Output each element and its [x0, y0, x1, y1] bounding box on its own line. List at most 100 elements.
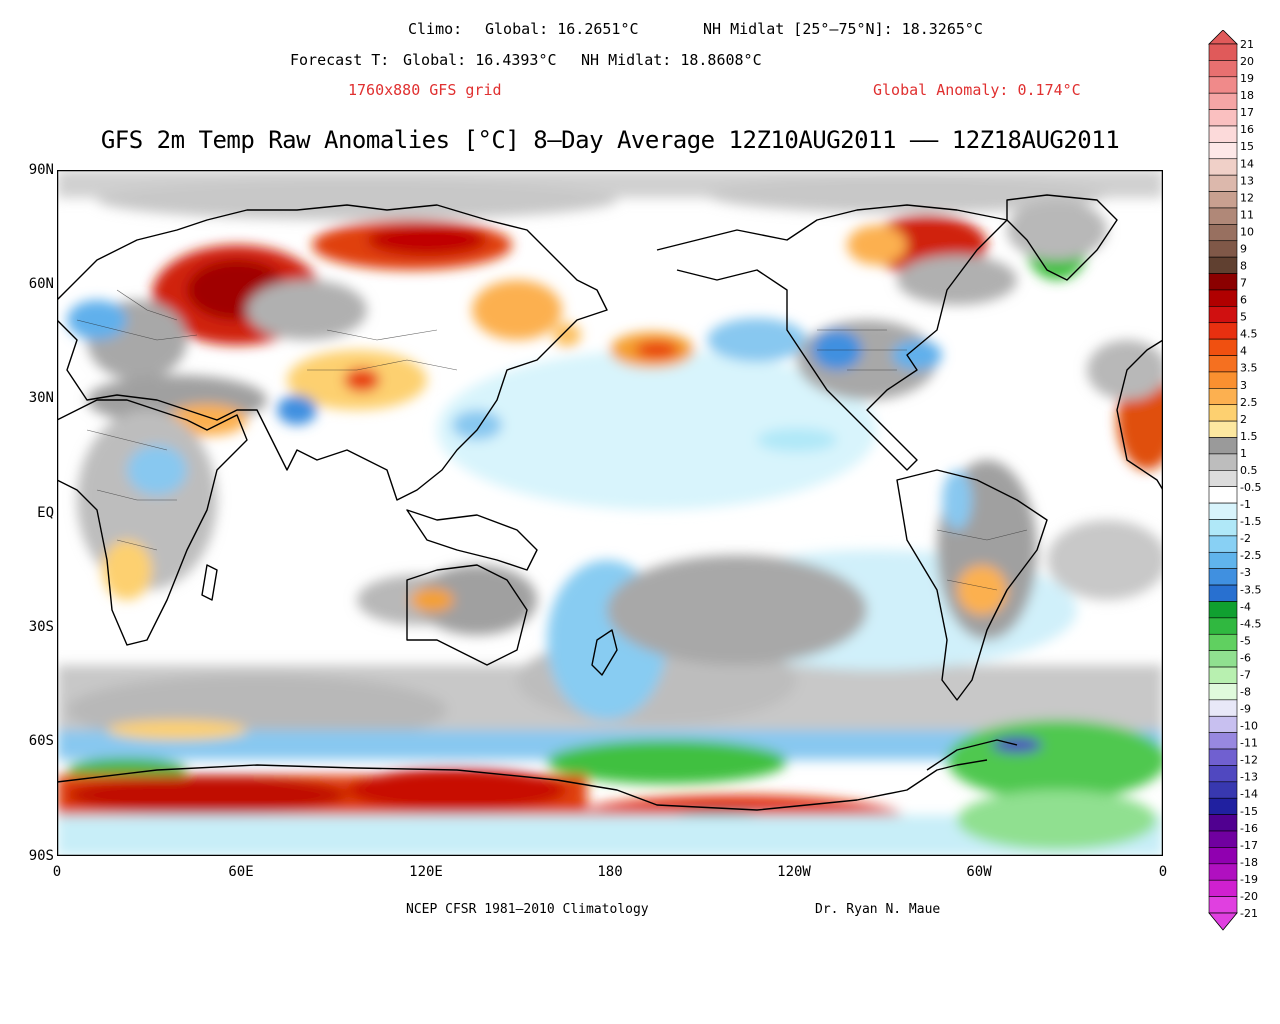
colorbar-swatch	[1208, 43, 1238, 61]
lon-label-0e: 0	[1158, 864, 1168, 880]
colorbar-swatch	[1208, 584, 1238, 602]
colorbar-tick-label: -9	[1240, 703, 1251, 716]
colorbar-tick-label: 14	[1240, 157, 1254, 170]
colorbar-swatch	[1208, 797, 1238, 815]
lon-label-120w: 120W	[777, 864, 811, 880]
colorbar-swatch	[1208, 158, 1238, 176]
lon-label-60w: 60W	[966, 864, 992, 880]
colorbar-max-arrow	[1208, 30, 1238, 45]
colorbar-tick-label: 15	[1240, 140, 1254, 153]
colorbar-swatch	[1208, 551, 1238, 569]
colorbar-swatch	[1208, 486, 1238, 504]
colorbar-swatch	[1208, 633, 1238, 651]
lat-label-eq: EQ	[37, 505, 54, 521]
colorbar-tick-label: -2	[1240, 532, 1251, 545]
colorbar-swatch	[1208, 92, 1238, 110]
colorbar-swatch	[1208, 420, 1238, 438]
colorbar-tick-label: -8	[1240, 685, 1251, 698]
colorbar-tick-label: 1.5	[1240, 430, 1258, 443]
colorbar-swatch	[1208, 470, 1238, 487]
colorbar-swatch	[1208, 699, 1238, 717]
colorbar: 212019181716151413121110987654.543.532.5…	[1208, 30, 1261, 931]
climatology-credit: NCEP CFSR 1981–2010 Climatology	[406, 902, 649, 917]
colorbar-swatch	[1208, 174, 1238, 192]
colorbar-tick-label: 18	[1240, 89, 1254, 102]
colorbar-tick-label: 3	[1240, 379, 1247, 392]
country-borders	[76, 289, 1028, 591]
colorbar-swatch	[1208, 240, 1238, 258]
colorbar-tick-label: 4	[1240, 345, 1247, 358]
colorbar-tick-label: -16	[1240, 822, 1258, 835]
colorbar-swatch	[1208, 224, 1238, 242]
colorbar-swatch	[1208, 191, 1238, 209]
colorbar-swatch	[1208, 568, 1238, 586]
colorbar-tick-label: 12	[1240, 191, 1254, 204]
colorbar-swatch	[1208, 879, 1238, 897]
forecast-nh-midlat: NH Midlat: 18.8608°C	[581, 51, 762, 69]
colorbar-swatch	[1208, 142, 1238, 160]
colorbar-swatch	[1208, 666, 1238, 684]
colorbar-swatch	[1208, 601, 1238, 619]
climo-label: Climo:	[408, 20, 463, 38]
colorbar-tick-label: 2	[1240, 413, 1247, 426]
colorbar-swatch	[1208, 535, 1238, 553]
lon-label-0w: 0	[52, 864, 62, 880]
lat-label-60n: 60N	[28, 276, 54, 292]
colorbar-tick-label: -17	[1240, 839, 1258, 852]
author-credit: Dr. Ryan N. Maue	[815, 902, 941, 917]
colorbar-swatch	[1208, 814, 1238, 832]
colorbar-tick-label: -19	[1240, 873, 1258, 886]
colorbar-tick-label: -11	[1240, 737, 1258, 750]
colorbar-tick-label: 8	[1240, 260, 1247, 273]
colorbar-swatch	[1208, 273, 1238, 291]
colorbar-swatch	[1208, 125, 1238, 143]
colorbar-swatch	[1208, 207, 1238, 225]
colorbar-tick-label: 1	[1240, 447, 1247, 460]
colorbar-tick-label: 21	[1240, 38, 1254, 51]
colorbar-tick-label: 2.5	[1240, 396, 1258, 409]
colorbar-tick-label: -14	[1240, 788, 1258, 801]
colorbar-swatch	[1208, 781, 1238, 799]
lat-label-90s: 90S	[28, 848, 54, 864]
colorbar-swatch	[1208, 502, 1238, 520]
global-anomaly: Global Anomaly: 0.174°C	[873, 81, 1081, 99]
colorbar-tick-label: -0.5	[1240, 481, 1261, 494]
anomaly-map	[57, 170, 1163, 856]
colorbar-swatch	[1208, 306, 1238, 324]
colorbar-tick-label: -5	[1240, 634, 1251, 647]
lat-label-30s: 30S	[28, 619, 54, 635]
colorbar-swatch	[1208, 109, 1238, 127]
colorbar-swatch	[1208, 355, 1238, 373]
colorbar-tick-label: -12	[1240, 754, 1258, 767]
colorbar-tick-label: 6	[1240, 294, 1247, 307]
climo-global: Global: 16.2651°C	[485, 20, 639, 38]
colorbar-swatch	[1208, 765, 1238, 783]
colorbar-swatch	[1208, 617, 1238, 635]
colorbar-tick-label: 7	[1240, 277, 1247, 290]
colorbar-swatch	[1208, 371, 1238, 389]
colorbar-swatch	[1208, 256, 1238, 274]
forecast-label: Forecast T:	[290, 51, 390, 69]
colorbar-swatch	[1208, 847, 1238, 865]
climo-nh-midlat: NH Midlat [25°–75°N]: 18.3265°C	[703, 20, 983, 38]
coastlines	[57, 194, 1163, 811]
colorbar-tick-label: -10	[1240, 720, 1258, 733]
colorbar-tick-label: 4.5	[1240, 328, 1258, 341]
colorbar-tick-label: -3.5	[1240, 583, 1261, 596]
colorbar-swatch	[1208, 715, 1238, 733]
colorbar-tick-label: 20	[1240, 55, 1254, 68]
colorbar-tick-label: 17	[1240, 106, 1254, 119]
colorbar-tick-label: 0.5	[1240, 464, 1258, 477]
colorbar-swatch	[1208, 519, 1238, 537]
colorbar-tick-label: -4	[1240, 600, 1251, 613]
colorbar-tick-label: 16	[1240, 123, 1254, 136]
colorbar-tick-label: -13	[1240, 771, 1258, 784]
colorbar-min-arrow	[1208, 912, 1238, 931]
colorbar-tick-label: -2.5	[1240, 549, 1261, 562]
colorbar-tick-label: -18	[1240, 856, 1258, 869]
colorbar-swatch	[1208, 453, 1238, 471]
colorbar-swatch	[1208, 863, 1238, 881]
colorbar-tick-label: -3	[1240, 566, 1251, 579]
colorbar-swatch	[1208, 896, 1238, 914]
lon-label-120e: 120E	[409, 864, 443, 880]
